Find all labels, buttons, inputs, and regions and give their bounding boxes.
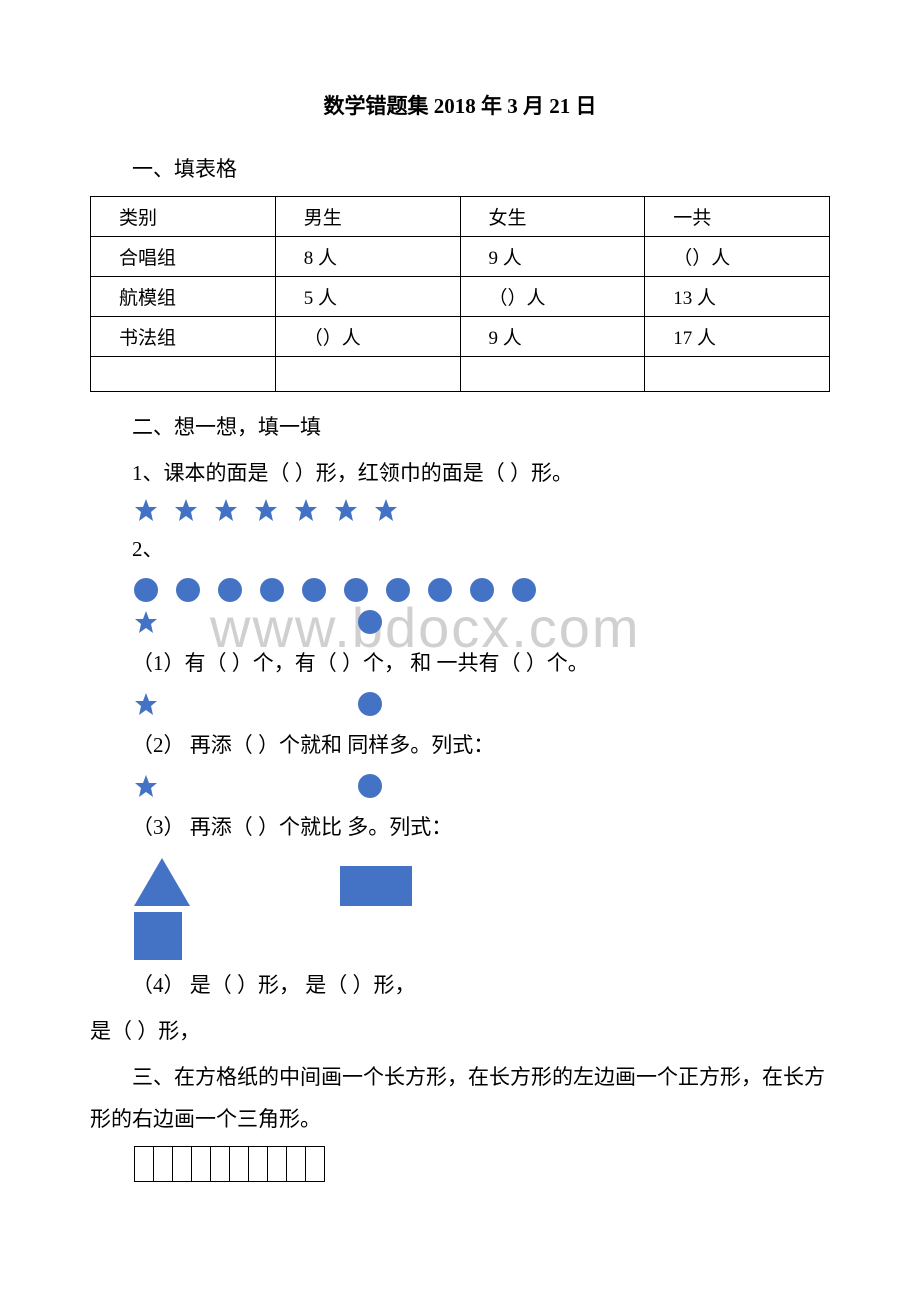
grid-cell (287, 1147, 306, 1182)
circle-icon (358, 774, 382, 798)
circle-icon (134, 578, 158, 602)
grid-cell (230, 1147, 249, 1182)
table-row: 航模组 5 人 （）人 13 人 (91, 277, 830, 317)
table-cell: 17 人 (645, 317, 830, 357)
table-cell (91, 357, 276, 392)
star-circle-pair-2 (90, 692, 830, 716)
table-cell: 9 人 (460, 317, 645, 357)
grid-cell (268, 1147, 287, 1182)
star-icon (214, 498, 238, 522)
star-icon (134, 692, 158, 716)
triangle-icon (134, 858, 190, 906)
circle-icon (358, 692, 382, 716)
table-row: 书法组 （）人 9 人 17 人 (91, 317, 830, 357)
table-cell: 合唱组 (91, 237, 276, 277)
table-cell: 8 人 (275, 237, 460, 277)
q2-4b: 是（ ）形， (90, 1010, 830, 1052)
q2-3: （3） 再添（ ）个就比 多。列式： (90, 806, 830, 848)
star-icon (134, 498, 158, 522)
grid-cell (173, 1147, 192, 1182)
table-cell: 类别 (91, 197, 276, 237)
q2-label: 2、 (90, 528, 830, 570)
circles-row (90, 578, 830, 602)
shapes-row (90, 858, 830, 906)
table-cell: 一共 (645, 197, 830, 237)
q1-text: 1、课本的面是（ ）形，红领巾的面是（ ）形。 (90, 452, 830, 494)
section3-heading: 三、在方格纸的中间画一个长方形，在长方形的左边画一个正方形，在长方形的右边画一个… (90, 1056, 830, 1140)
table-cell (645, 357, 830, 392)
table-cell (460, 357, 645, 392)
grid-cell (135, 1147, 154, 1182)
table-cell (275, 357, 460, 392)
table-cell: 女生 (460, 197, 645, 237)
table-cell: 5 人 (275, 277, 460, 317)
rectangle-icon (340, 866, 412, 906)
star-icon (334, 498, 358, 522)
stars-row (90, 498, 830, 522)
page-title: 数学错题集 2018 年 3 月 21 日 (90, 90, 830, 120)
table-cell: 9 人 (460, 237, 645, 277)
q2-2: （2） 再添（ ）个就和 同样多。列式： (90, 724, 830, 766)
section1-table: 类别 男生 女生 一共 合唱组 8 人 9 人 （）人 航模组 5 人 （）人 … (90, 196, 830, 392)
table-row: 合唱组 8 人 9 人 （）人 (91, 237, 830, 277)
star-icon (174, 498, 198, 522)
grid-cell (192, 1147, 211, 1182)
table-cell: 航模组 (91, 277, 276, 317)
table-row: 类别 男生 女生 一共 (91, 197, 830, 237)
table-cell: 书法组 (91, 317, 276, 357)
star-icon (134, 610, 158, 634)
circle-icon (302, 578, 326, 602)
star-icon (254, 498, 278, 522)
circle-icon (386, 578, 410, 602)
circle-icon (470, 578, 494, 602)
circle-icon (176, 578, 200, 602)
grid-cell (306, 1147, 325, 1182)
star-circle-pair-1 (90, 610, 830, 634)
grid-cell (211, 1147, 230, 1182)
circle-icon (260, 578, 284, 602)
table-cell: （）人 (645, 237, 830, 277)
circle-icon (512, 578, 536, 602)
square-icon (134, 912, 182, 960)
circle-icon (344, 578, 368, 602)
star-icon (374, 498, 398, 522)
section2-heading: 二、想一想，填一填 (90, 406, 830, 448)
section1-heading: 一、填表格 (90, 148, 830, 190)
table-cell: 男生 (275, 197, 460, 237)
circle-icon (358, 610, 382, 634)
q2-1: （1）有（ ）个，有（ ）个， 和 一共有（ ）个。 (90, 642, 830, 684)
table-cell: （）人 (275, 317, 460, 357)
star-icon (294, 498, 318, 522)
circle-icon (218, 578, 242, 602)
circle-icon (428, 578, 452, 602)
grid-paper (134, 1146, 325, 1182)
table-cell: 13 人 (645, 277, 830, 317)
grid-cell (249, 1147, 268, 1182)
table-row (91, 357, 830, 392)
star-circle-pair-3 (90, 774, 830, 798)
star-icon (134, 774, 158, 798)
q2-4a: （4） 是（ ）形， 是（ ）形， (90, 964, 830, 1006)
grid-cell (154, 1147, 173, 1182)
table-cell: （）人 (460, 277, 645, 317)
